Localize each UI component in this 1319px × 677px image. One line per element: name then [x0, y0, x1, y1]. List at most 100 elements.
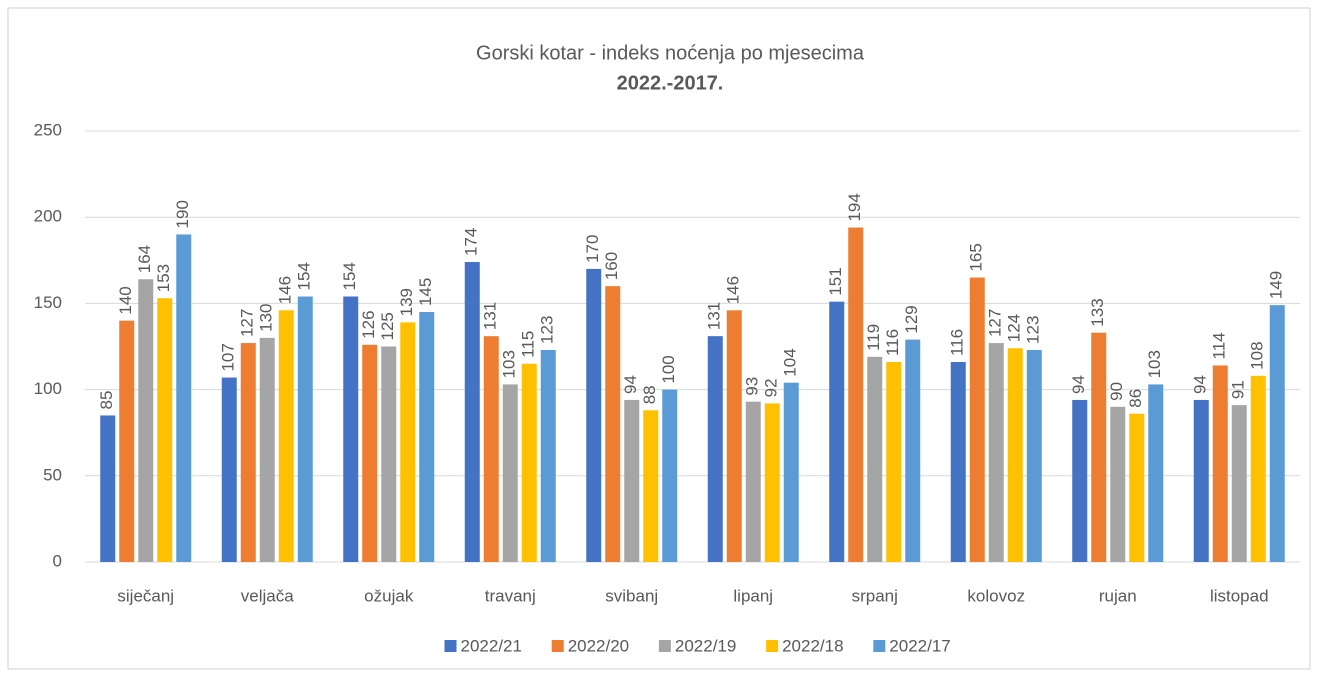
y-tick-label: 0 — [53, 551, 62, 570]
bar — [969, 277, 985, 562]
data-label: 149 — [1267, 271, 1286, 299]
y-tick-label: 50 — [43, 465, 62, 484]
bar — [157, 298, 173, 562]
bar — [848, 227, 864, 562]
bar — [662, 389, 678, 562]
bar — [521, 363, 537, 562]
data-label: 129 — [902, 305, 921, 333]
bar — [419, 312, 435, 562]
x-tick-label: lipanj — [733, 586, 773, 605]
data-label: 133 — [1088, 298, 1107, 326]
data-label: 130 — [257, 304, 276, 332]
bar — [381, 346, 397, 562]
data-label: 154 — [340, 262, 359, 290]
y-tick-label: 200 — [34, 207, 62, 226]
legend-label: 2022/19 — [675, 636, 736, 655]
bar — [829, 301, 845, 562]
data-label: 165 — [967, 243, 986, 271]
x-tick-label: kolovoz — [967, 586, 1025, 605]
data-label: 88 — [640, 385, 659, 404]
legend-swatch — [873, 640, 886, 652]
bar — [483, 336, 499, 562]
bar — [119, 320, 135, 562]
data-label: 125 — [378, 312, 397, 340]
bar — [1193, 399, 1209, 562]
legend-label: 2022/18 — [782, 636, 843, 655]
data-label: 146 — [724, 276, 743, 304]
data-label: 94 — [1191, 375, 1210, 394]
data-label: 131 — [705, 302, 724, 330]
legend-swatch — [766, 640, 779, 652]
data-label: 170 — [583, 235, 602, 263]
bar — [1091, 332, 1107, 562]
data-label: 116 — [948, 329, 967, 356]
chart-frame — [7, 7, 1311, 670]
chart-subtitle: 2022.-2017. — [617, 72, 724, 94]
y-tick-label: 250 — [34, 120, 62, 139]
data-label: 91 — [1229, 380, 1248, 399]
bar — [886, 362, 902, 562]
x-tick-label: srpanj — [852, 586, 898, 605]
legend-swatch — [444, 640, 457, 652]
legend-swatch — [658, 640, 671, 652]
data-label: 90 — [1107, 382, 1126, 401]
data-label: 92 — [762, 378, 781, 397]
bar — [764, 403, 780, 562]
data-label: 146 — [276, 276, 295, 304]
data-label: 108 — [1248, 341, 1267, 369]
bar — [643, 410, 659, 562]
data-label: 85 — [97, 391, 116, 410]
bar — [624, 399, 640, 562]
data-label: 123 — [1024, 316, 1043, 344]
data-label: 126 — [359, 310, 378, 338]
bar — [745, 401, 761, 562]
bar — [1129, 413, 1145, 562]
x-tick-label: veljača — [241, 586, 294, 605]
x-tick-label: siječanj — [117, 586, 174, 605]
data-label: 174 — [462, 228, 481, 256]
data-label: 124 — [1005, 314, 1024, 342]
bar — [1148, 384, 1164, 562]
data-label: 123 — [538, 316, 557, 344]
data-label: 114 — [1210, 332, 1229, 359]
bar — [1110, 406, 1126, 562]
bar — [988, 343, 1004, 562]
data-label: 115 — [519, 331, 538, 358]
bar — [1231, 405, 1247, 562]
data-label: 100 — [659, 355, 678, 383]
bar — [1212, 365, 1228, 562]
bar — [1250, 375, 1266, 562]
bar — [343, 296, 359, 562]
bar — [1007, 348, 1023, 562]
data-label: 139 — [397, 288, 416, 316]
data-label: 164 — [135, 245, 154, 273]
x-tick-label: travanj — [485, 586, 536, 605]
data-label: 140 — [116, 286, 135, 314]
data-label: 190 — [173, 200, 192, 228]
bar — [905, 339, 921, 562]
data-label: 86 — [1126, 389, 1145, 408]
bar — [297, 296, 313, 562]
y-tick-label: 150 — [34, 293, 62, 312]
data-label: 103 — [1145, 350, 1164, 378]
bar — [707, 336, 723, 562]
bar — [221, 377, 237, 562]
legend-label: 2022/20 — [568, 636, 629, 655]
bar — [138, 279, 154, 562]
data-label: 127 — [238, 309, 257, 337]
legend-label: 2022/21 — [461, 636, 522, 655]
bar — [1072, 399, 1088, 562]
data-label: 194 — [845, 193, 864, 221]
chart-title: Gorski kotar - indeks noćenja po mjeseci… — [476, 42, 865, 64]
data-label: 151 — [826, 267, 845, 295]
bar — [1026, 349, 1042, 562]
bar — [586, 268, 602, 562]
bar — [240, 343, 256, 562]
data-label: 103 — [500, 350, 519, 378]
data-label: 119 — [864, 324, 883, 351]
bar — [867, 356, 883, 562]
legend-label: 2022/17 — [889, 636, 950, 655]
bar — [540, 349, 556, 562]
bar — [783, 382, 799, 562]
